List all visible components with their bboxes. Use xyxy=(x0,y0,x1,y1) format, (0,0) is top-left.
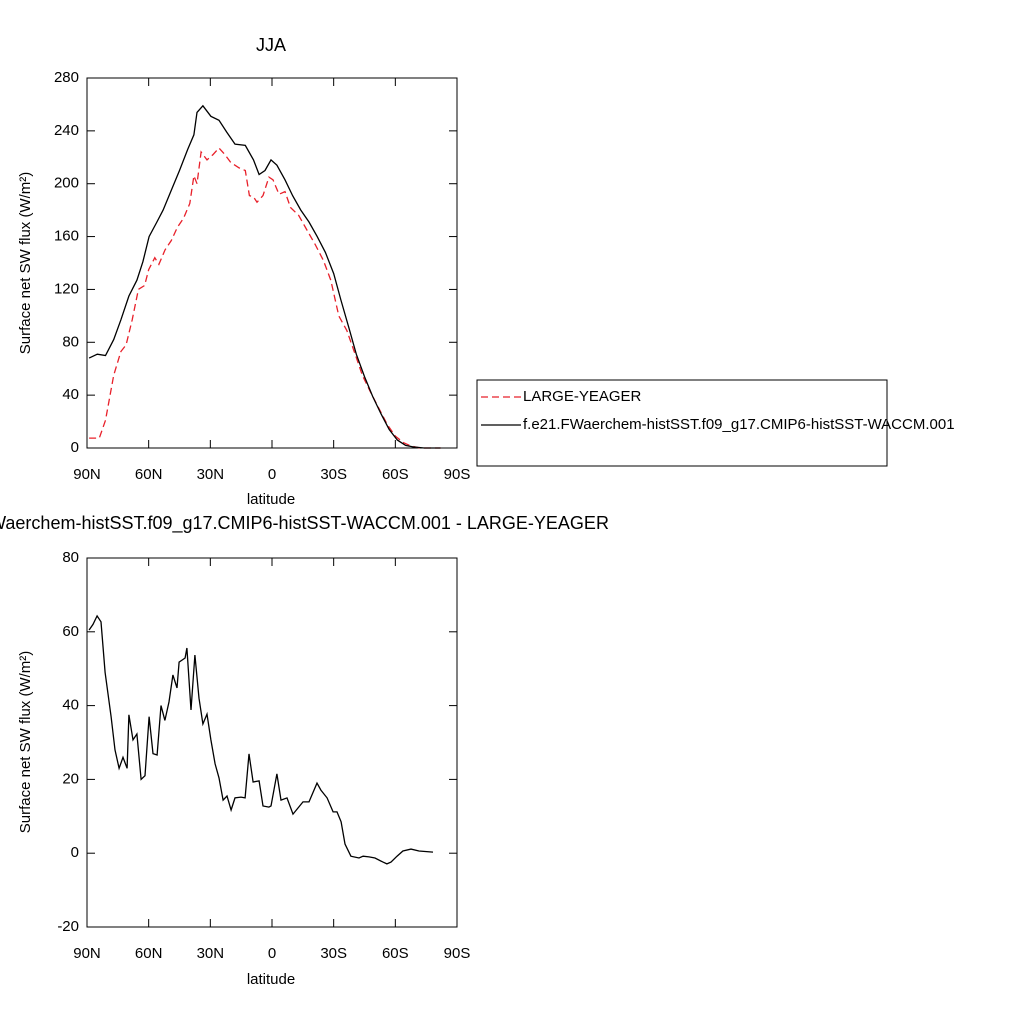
y-tick-label: 0 xyxy=(71,844,79,861)
y-tick-label: 0 xyxy=(71,439,79,456)
y-tick-label: 120 xyxy=(54,280,79,297)
x-tick-label: 90S xyxy=(444,466,471,483)
y-tick-label: 40 xyxy=(62,386,79,403)
x-tick-label: 90N xyxy=(73,466,101,483)
x-axis-label: latitude xyxy=(247,971,295,988)
legend-label: f.e21.FWaerchem-histSST.f09_g17.CMIP6-hi… xyxy=(523,416,955,433)
y-tick-label: 200 xyxy=(54,175,79,192)
chart-title: f.e21.FWaerchem-histSST.f09_g17.CMIP6-hi… xyxy=(0,513,609,534)
y-tick-label: 160 xyxy=(54,228,79,245)
x-tick-label: 60S xyxy=(382,945,409,962)
x-tick-label: 30S xyxy=(320,945,347,962)
x-tick-label: 0 xyxy=(268,945,276,962)
x-tick-label: 60S xyxy=(382,466,409,483)
x-tick-label: 30N xyxy=(197,466,225,483)
y-tick-label: 20 xyxy=(62,770,79,787)
legend-label: LARGE-YEAGER xyxy=(523,388,642,405)
data-line xyxy=(88,104,441,449)
y-tick-label: 280 xyxy=(54,69,79,86)
x-tick-label: 90S xyxy=(444,945,471,962)
y-tick-label: 80 xyxy=(62,549,79,566)
y-tick-label: 80 xyxy=(62,333,79,350)
legend-box xyxy=(476,379,888,467)
y-axis-label: Surface net SW flux (W/m²) xyxy=(17,651,34,834)
y-tick-label: 40 xyxy=(62,697,79,714)
y-tick-label: -20 xyxy=(57,918,79,935)
x-tick-label: 30S xyxy=(320,466,347,483)
y-tick-label: 60 xyxy=(62,623,79,640)
x-tick-label: 90N xyxy=(73,945,101,962)
data-line xyxy=(88,614,434,865)
x-tick-label: 30N xyxy=(197,945,225,962)
plot-frame xyxy=(86,557,458,928)
x-tick-label: 60N xyxy=(135,945,163,962)
x-axis-label: latitude xyxy=(247,491,295,508)
y-tick-label: 240 xyxy=(54,122,79,139)
y-axis-label: Surface net SW flux (W/m²) xyxy=(17,172,34,355)
chart-title: JJA xyxy=(256,35,286,55)
x-tick-label: 60N xyxy=(135,466,163,483)
data-line xyxy=(89,147,441,449)
x-tick-label: 0 xyxy=(268,466,276,483)
